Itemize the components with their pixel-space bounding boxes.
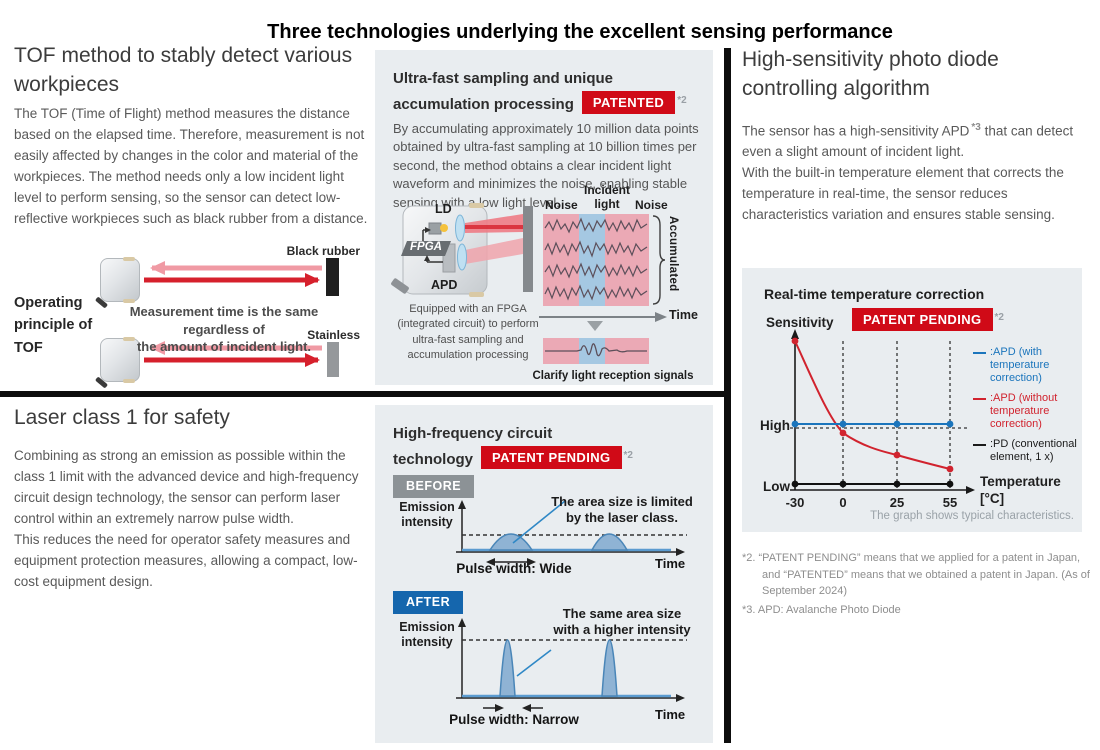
pulse-width-narrow-label: Pulse width: Narrow: [449, 712, 579, 727]
graph-note: The graph shows typical characteristics.: [870, 510, 1074, 522]
xtick: 0: [839, 495, 847, 510]
tof-principle-diagram: Operating principle of TOF Black rubber …: [14, 244, 360, 389]
sampling-diagram: LD FPGA APD Equipped with an FPGA (integ…: [385, 183, 707, 400]
graph-badge-row: PATENT PENDING *2: [852, 308, 1004, 331]
tof-beams-graphic: [144, 261, 322, 367]
waveform-panel: [543, 214, 649, 306]
sensitivity-label: Sensitivity: [766, 315, 834, 330]
xtick: -30: [785, 495, 805, 510]
before-tag: BEFORE: [393, 475, 475, 498]
laser-body: Combining as strong an emission as possi…: [14, 448, 359, 589]
sampling-heading-row: Ultra-fast sampling and unique accumulat…: [393, 68, 695, 116]
noise-label-left: Noise: [545, 198, 578, 212]
apd-footnote-ref: *3: [971, 122, 981, 133]
time-label: Time: [655, 707, 686, 722]
legend-apd-with-correction: :APD (with temperature correction): [973, 346, 1079, 385]
legend-apd-without-correction: :APD (without temperature correction): [973, 392, 1079, 431]
before-chart: Emission intensity The area size is limi…: [389, 494, 693, 586]
circuit-heading-row: High-frequency circuit technology PATENT …: [393, 423, 695, 471]
after-callout: The same area size with a higher intensi…: [553, 606, 691, 637]
tof-diagram-label: Operating principle of TOF: [14, 295, 93, 356]
graph-title: Real-time temperature correction: [764, 286, 985, 302]
brace-icon: [652, 215, 666, 305]
emission-intensity-label: Emission intensity: [399, 500, 455, 529]
target-label-stainless: Stainless: [307, 328, 360, 342]
patent-pending-badge: PATENT PENDING: [481, 445, 622, 469]
footnote-3: *3. APD: Avalanche Photo Diode: [742, 603, 901, 616]
clarify-signals-caption: Clarify light reception signals: [532, 370, 694, 382]
emission-intensity-label: Emission intensity: [399, 620, 455, 649]
legend-pd-conventional: :PD (conventional element, 1 x): [973, 438, 1079, 464]
incident-light-label: Incident light: [583, 183, 630, 212]
badge-footnote-ref: *2: [623, 449, 633, 461]
black-rubber-target: [326, 258, 339, 296]
footnote-2: *2. “PATENT PENDING” means that we appli…: [742, 552, 1090, 597]
tof-body: The TOF (Time of Flight) method measures…: [14, 106, 368, 226]
photodiode-body: The sensor has a high-sensitivity APD *3 …: [742, 122, 1074, 223]
stainless-target: [327, 342, 339, 377]
clean-signal-graphic: [545, 343, 647, 357]
panel-high-frequency-circuit: High-frequency circuit technology PATENT …: [375, 405, 713, 743]
xtick: 25: [889, 495, 905, 510]
xtick: 55: [942, 495, 958, 510]
page-title: Three technologies underlying the excell…: [267, 21, 893, 44]
time-label: Time: [669, 308, 698, 322]
vertical-divider: [724, 48, 731, 743]
after-chart: Emission intensity The same area size wi…: [389, 606, 690, 733]
tof-heading: TOF method to stably detect various work…: [14, 44, 353, 96]
time-label: Time: [655, 556, 686, 571]
circuit-heading: High-frequency circuit technology: [393, 425, 553, 468]
result-strip: [543, 338, 649, 364]
ld-label: LD: [435, 202, 452, 216]
legend-line-icon: [973, 352, 986, 354]
sensor-icon: [94, 337, 140, 389]
incident-light-band: [579, 338, 605, 364]
footnotes: *2. “PATENT PENDING” means that we appli…: [742, 550, 1092, 620]
legend-line-icon: [973, 443, 986, 446]
horizontal-divider: [0, 391, 731, 397]
after-chart-graphic: [456, 618, 687, 712]
temperature-axis-label: Temperature [°C]: [980, 474, 1061, 506]
before-chart-graphic: [456, 500, 687, 566]
photodiode-heading: High-sensitivity photo diode controlling…: [742, 48, 999, 100]
noise-waveforms-graphic: [544, 217, 648, 301]
accumulated-label: Accumulated: [667, 216, 679, 292]
sensor-schematic-graphic: [391, 203, 533, 297]
temperature-graph: [790, 329, 975, 494]
sensor-icon: [94, 257, 140, 309]
panel-ultra-fast-sampling: Ultra-fast sampling and unique accumulat…: [375, 50, 713, 385]
after-tag: AFTER: [393, 591, 464, 614]
time-axis-graphic: [539, 312, 667, 322]
panel-temperature-correction: Real-time temperature correction PATENT …: [742, 268, 1082, 532]
patent-pending-badge: PATENT PENDING: [852, 308, 993, 331]
high-label: High: [760, 418, 790, 433]
apd-label: APD: [431, 278, 458, 292]
target-label-black-rubber: Black rubber: [286, 244, 360, 258]
patented-badge: PATENTED: [581, 90, 676, 114]
sampling-heading: Ultra-fast sampling and unique accumulat…: [393, 70, 614, 113]
tof-diagram-caption: Measurement time is the same regardless …: [129, 304, 319, 355]
low-label: Low: [763, 479, 790, 494]
noise-label-right: Noise: [635, 198, 668, 212]
pulse-width-wide-label: Pulse width: Wide: [456, 561, 572, 576]
laser-heading: Laser class 1 for safety: [14, 406, 230, 429]
legend-line-icon: [973, 397, 986, 400]
fpga-caption: Equipped with an FPGA (integrated circui…: [397, 303, 539, 362]
fpga-label: FPGA: [410, 241, 442, 253]
badge-footnote-ref: *2: [994, 311, 1004, 323]
badge-footnote-ref: *2: [677, 94, 687, 106]
sampling-body: By accumulating approximately 10 million…: [393, 121, 699, 210]
before-callout: The area size is limited by the laser cl…: [551, 494, 693, 525]
arrow-down-icon: [587, 321, 603, 331]
graph-legend: :APD (with temperature correction) :APD …: [973, 346, 1079, 471]
